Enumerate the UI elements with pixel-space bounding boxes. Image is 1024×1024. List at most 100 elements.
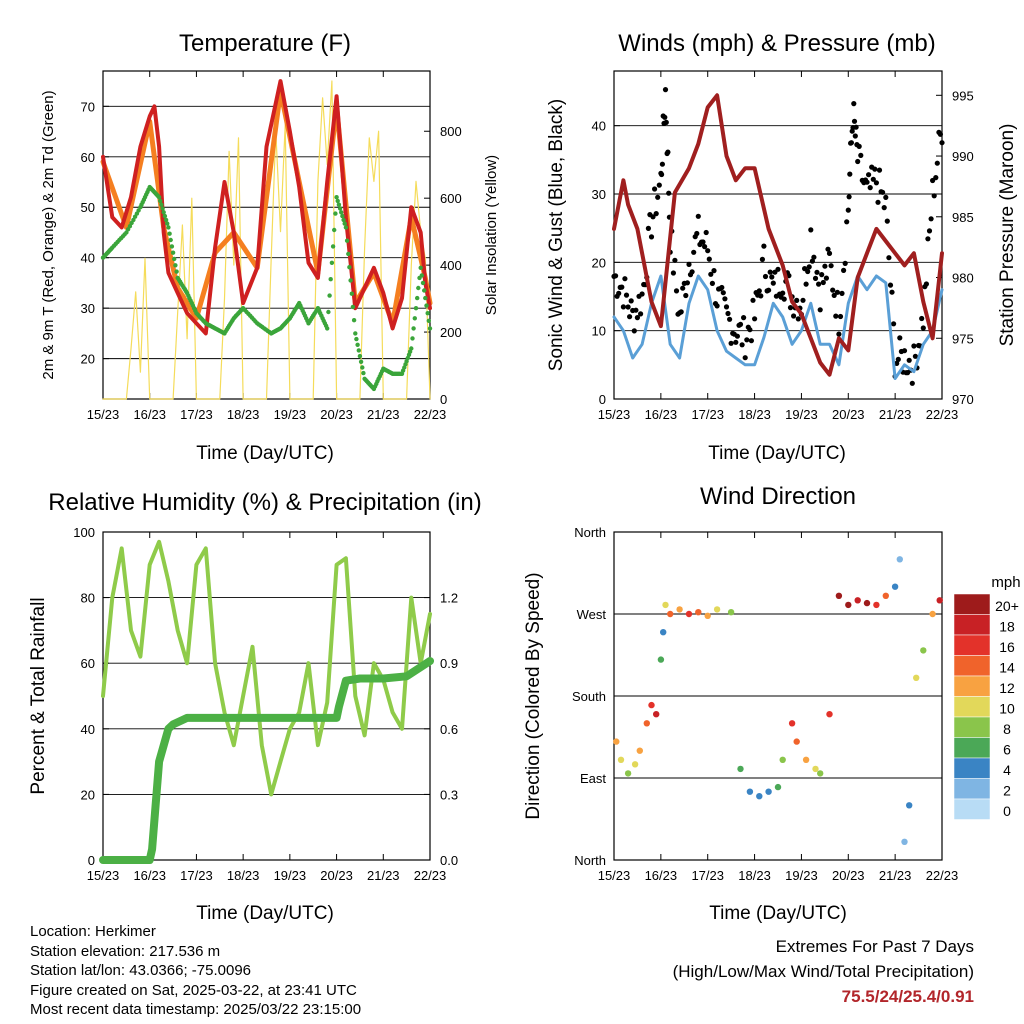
gust-point xyxy=(645,225,652,231)
direction-point xyxy=(653,711,660,718)
humidity-title: Relative Humidity (%) & Precipitation (i… xyxy=(48,489,481,516)
legend-swatch xyxy=(953,593,991,615)
winds-title: Winds (mph) & Pressure (mb) xyxy=(618,30,935,57)
extremes-title: Extremes For Past 7 Days xyxy=(775,937,974,956)
gust-point xyxy=(825,246,831,252)
dewpoint-point xyxy=(422,288,427,293)
plot-frame xyxy=(613,70,943,400)
y-tick-label: North xyxy=(574,853,606,868)
gust-point xyxy=(761,243,767,249)
direction-point xyxy=(873,601,880,609)
gust-point xyxy=(758,293,764,299)
gust-point xyxy=(809,258,816,264)
gust-point xyxy=(928,216,934,222)
direction-point xyxy=(906,802,913,809)
dewpoint-point xyxy=(166,225,171,230)
x-tick-label: 16/23 xyxy=(645,407,678,422)
dewpoint-point xyxy=(337,206,343,211)
gust-point xyxy=(662,114,668,120)
gust-point xyxy=(867,185,873,191)
extremes-block: Extremes For Past 7 Days (High/Low/Max W… xyxy=(673,934,974,1009)
y-tick-label: 10 xyxy=(592,324,606,339)
x-tick-label: 22/23 xyxy=(926,868,959,883)
gust-point xyxy=(808,227,814,233)
gust-point xyxy=(830,287,836,293)
temperature-x-label: Time (Day/UTC) xyxy=(196,443,334,464)
gust-point xyxy=(794,297,800,303)
legend-label: 4 xyxy=(1003,762,1011,778)
gust-point xyxy=(752,316,758,322)
x-tick-label: 19/23 xyxy=(274,868,307,883)
x-tick-label: 21/23 xyxy=(879,868,912,883)
gust-point xyxy=(845,207,851,213)
dewpoint-point xyxy=(329,260,335,265)
legend-swatch xyxy=(953,696,991,718)
gust-point xyxy=(678,309,684,315)
direction-point xyxy=(779,756,786,763)
gust-point xyxy=(826,250,833,256)
y-tick-label-right: 0 xyxy=(440,392,447,407)
gust-point xyxy=(627,314,633,320)
gust-point xyxy=(619,284,625,290)
dewpoint-point xyxy=(340,213,345,219)
gust-point xyxy=(655,194,661,200)
temperature-y-label-right: Solar Insolation (Yellow) xyxy=(483,155,500,315)
legend-swatch xyxy=(953,716,991,738)
gust-point xyxy=(770,280,776,286)
gust-point xyxy=(741,315,747,321)
dewpoint-point xyxy=(357,353,363,359)
gust-point xyxy=(791,313,797,319)
gust-point xyxy=(680,285,686,291)
dewpoint-point xyxy=(413,306,419,311)
gust-point xyxy=(895,356,901,362)
y-tick-label: West xyxy=(577,607,607,622)
x-tick-label: 18/23 xyxy=(738,407,771,422)
gust-point xyxy=(880,189,886,195)
gust-point xyxy=(623,292,630,298)
y-tick-label: 0 xyxy=(599,392,606,407)
direction-point xyxy=(765,788,772,795)
y-tick-label: North xyxy=(574,525,606,540)
y-tick-label: 60 xyxy=(81,656,95,671)
x-tick-label: 16/23 xyxy=(645,868,678,883)
y-tick-label-right: 0.9 xyxy=(440,656,458,671)
gust-point xyxy=(781,296,787,302)
gust-point xyxy=(876,167,883,173)
dewpoint-point xyxy=(173,263,178,268)
gust-point xyxy=(853,124,859,130)
direction-point xyxy=(802,756,810,763)
gust-point xyxy=(625,304,631,310)
direction-point xyxy=(617,756,625,763)
gust-point xyxy=(723,304,730,310)
direction-point xyxy=(662,601,669,609)
y-tick-label-right: 0.3 xyxy=(440,787,458,802)
gust-point xyxy=(702,244,708,250)
direction-point xyxy=(727,609,735,616)
gust-point xyxy=(631,328,637,334)
dewpoint-point xyxy=(349,291,354,296)
legend-label: 0 xyxy=(1003,803,1011,819)
gust-point xyxy=(766,287,772,293)
gust-point xyxy=(634,315,641,321)
dewpoint-point xyxy=(159,202,164,207)
gust-point xyxy=(912,353,919,359)
dewpoint-point xyxy=(418,265,423,270)
direction-point xyxy=(845,601,852,609)
direction-point xyxy=(737,765,744,773)
dewpoint-point xyxy=(348,278,353,283)
gust-point xyxy=(628,298,634,304)
x-tick-label: 19/23 xyxy=(785,868,818,883)
dewpoint-point xyxy=(136,208,141,213)
gust-point xyxy=(926,228,933,234)
location-text: Location: Herkimer xyxy=(30,923,156,940)
y-tick-label-right: 980 xyxy=(952,271,974,286)
legend-swatch xyxy=(953,655,991,677)
dewpoint-point xyxy=(361,370,366,376)
direction-point xyxy=(636,747,643,754)
gust-point xyxy=(616,290,622,296)
x-tick-label: 22/23 xyxy=(414,868,447,883)
gust-point xyxy=(891,321,897,327)
gust-point xyxy=(705,248,711,254)
direction-point xyxy=(788,720,796,727)
gust-point xyxy=(709,280,716,286)
